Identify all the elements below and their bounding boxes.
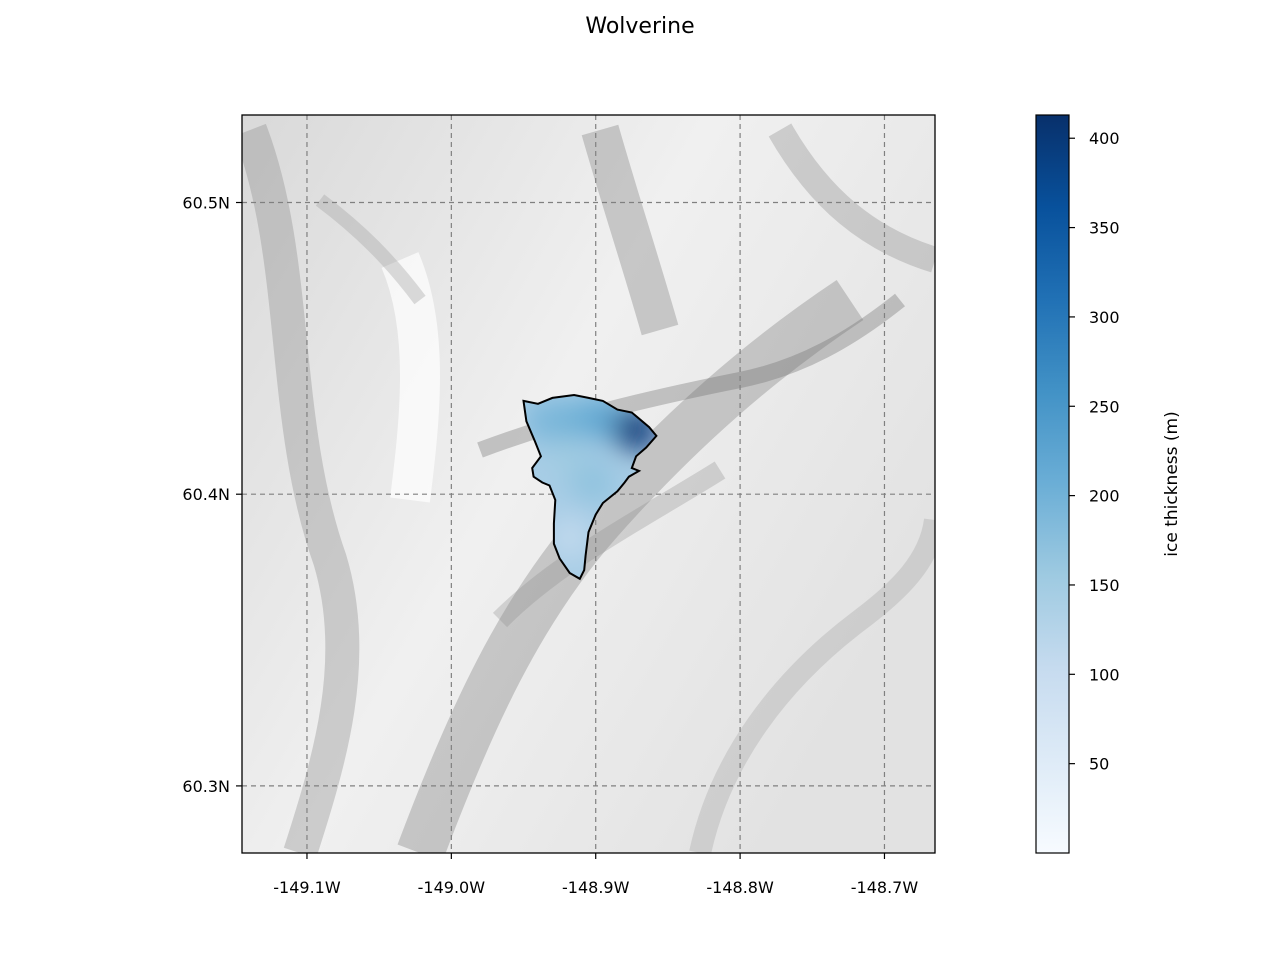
y-tick-label: 60.5N: [182, 194, 230, 213]
y-tick-label: 60.3N: [182, 777, 230, 796]
colorbar-gradient: [1036, 115, 1069, 853]
colorbar-tick-label: 250: [1089, 397, 1120, 416]
colorbar: 50 100 150 200 250 300 350 400 ice thickness (m…: [1035, 114, 1182, 854]
glacier-outline: [522, 393, 658, 581]
terrain-ridges: [242, 123, 935, 853]
colorbar-tick-label: 150: [1089, 576, 1120, 595]
x-axis: -149.1W -149.0W -148.9W -148.8W -148.7W: [273, 853, 918, 897]
y-axis: 60.5N 60.4N 60.3N: [182, 194, 242, 796]
colorbar-tick-label: 350: [1089, 219, 1120, 238]
colorbar-tick-label: 50: [1089, 755, 1109, 774]
y-tick-label: 60.4N: [182, 485, 230, 504]
thickness-sample: [570, 460, 615, 505]
colorbar-tick-label: 300: [1089, 308, 1120, 327]
colorbar-ticks: 50 100 150 200 250 300 350 400: [1069, 129, 1120, 774]
colorbar-tick-label: 200: [1089, 487, 1120, 506]
colorbar-tick-label: 400: [1089, 129, 1120, 148]
colorbar-label: ice thickness (m): [1162, 411, 1182, 556]
x-tick-label: -149.0W: [418, 878, 486, 897]
colorbar-frame: [1035, 114, 1070, 854]
axes-frame: [241, 114, 936, 854]
x-tick-label: -148.8W: [706, 878, 774, 897]
map-axes: -149.1W -149.0W -148.9W -148.8W -148.7W 60.5…: [182, 114, 936, 897]
thickness-sample: [547, 515, 592, 560]
x-tick-label: -149.1W: [273, 878, 341, 897]
x-tick-label: -148.9W: [562, 878, 630, 897]
colorbar-tick-label: 100: [1089, 665, 1120, 684]
map-title: Wolverine: [585, 14, 695, 39]
x-tick-label: -148.7W: [851, 878, 919, 897]
